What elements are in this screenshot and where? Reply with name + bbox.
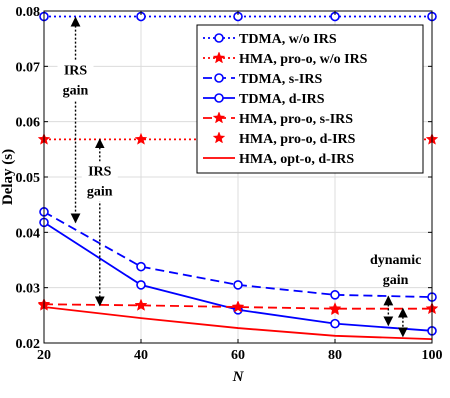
legend: TDMA, w/o IRS HMA, pro-o, w/o IRS TDMA, s-… xyxy=(196,24,424,174)
legend-marker xyxy=(214,93,224,103)
y-tick-label: 0.06 xyxy=(16,116,41,131)
y-tick-label: 0.08 xyxy=(16,5,41,20)
legend-label: HMA, opt-o, d-IRS xyxy=(239,152,354,167)
y-tick-label: 0.02 xyxy=(16,337,41,352)
series-7 xyxy=(43,306,433,341)
x-tick-label: 40 xyxy=(134,348,148,363)
annotation-bg xyxy=(81,161,118,202)
annotation-text: gain xyxy=(87,184,113,199)
legend-item: HMA, pro-o, w/o IRS xyxy=(203,51,368,67)
data-point xyxy=(328,303,342,316)
legend-label: TDMA, s-IRS xyxy=(239,72,322,87)
annotation-text: gain xyxy=(63,84,89,99)
legend-item: TDMA, s-IRS xyxy=(203,72,322,87)
annotation-text: dynamic xyxy=(370,253,421,268)
legend-marker xyxy=(212,111,226,124)
data-point xyxy=(136,261,146,272)
annotation-text: gain xyxy=(383,273,409,288)
data-point xyxy=(136,280,146,290)
series-line xyxy=(43,303,432,310)
legend-item: HMA, pro-o, d-IRS xyxy=(212,131,356,147)
legend-marker xyxy=(214,33,224,43)
series-line xyxy=(43,306,433,341)
legend-item: HMA, opt-o, d-IRS xyxy=(203,152,354,167)
data-point xyxy=(134,132,148,145)
x-tick-label: 80 xyxy=(328,348,342,363)
ticks-group: 20 40 60 80 100 0.02 0.03 0.04 0.05 0.06 0.07 0.08 xyxy=(16,5,443,363)
annotation-bg xyxy=(57,60,94,101)
legend-label: HMA, pro-o, s-IRS xyxy=(239,112,353,127)
data-point xyxy=(233,280,243,290)
data-point xyxy=(330,318,340,329)
legend-label: TDMA, d-IRS xyxy=(239,92,325,107)
legend-label: HMA, pro-o, d-IRS xyxy=(239,132,356,147)
legend-item: TDMA, d-IRS xyxy=(203,92,325,107)
legend-box xyxy=(196,24,424,174)
data-point xyxy=(134,298,148,311)
data-point xyxy=(330,290,340,300)
annotation-text: IRS xyxy=(64,64,88,79)
legend-label: HMA, pro-o, w/o IRS xyxy=(239,52,368,67)
legend-item: TDMA, w/o IRS xyxy=(203,32,337,47)
x-tick-label: 100 xyxy=(422,348,443,363)
y-tick-label: 0.04 xyxy=(16,226,41,241)
y-tick-label: 0.07 xyxy=(16,60,41,75)
y-tick-label: 0.05 xyxy=(16,171,41,186)
series-group xyxy=(37,11,439,341)
legend-marker xyxy=(214,73,224,83)
legend-marker xyxy=(212,131,226,144)
legend-marker xyxy=(212,51,226,64)
annotation-text: IRS xyxy=(88,164,112,179)
y-tick-label: 0.03 xyxy=(16,282,41,297)
legend-item: HMA, pro-o, s-IRS xyxy=(203,111,353,127)
x-tick-label: 20 xyxy=(37,348,51,363)
x-tick-label: 60 xyxy=(231,348,245,363)
legend-label: TDMA, w/o IRS xyxy=(239,32,337,47)
y-axis-label: Delay (s) xyxy=(0,149,16,205)
data-point xyxy=(231,300,245,313)
x-axis-label: N xyxy=(232,369,245,385)
annotations-group: IRS gain IRS gain dynamic gain xyxy=(57,16,421,338)
